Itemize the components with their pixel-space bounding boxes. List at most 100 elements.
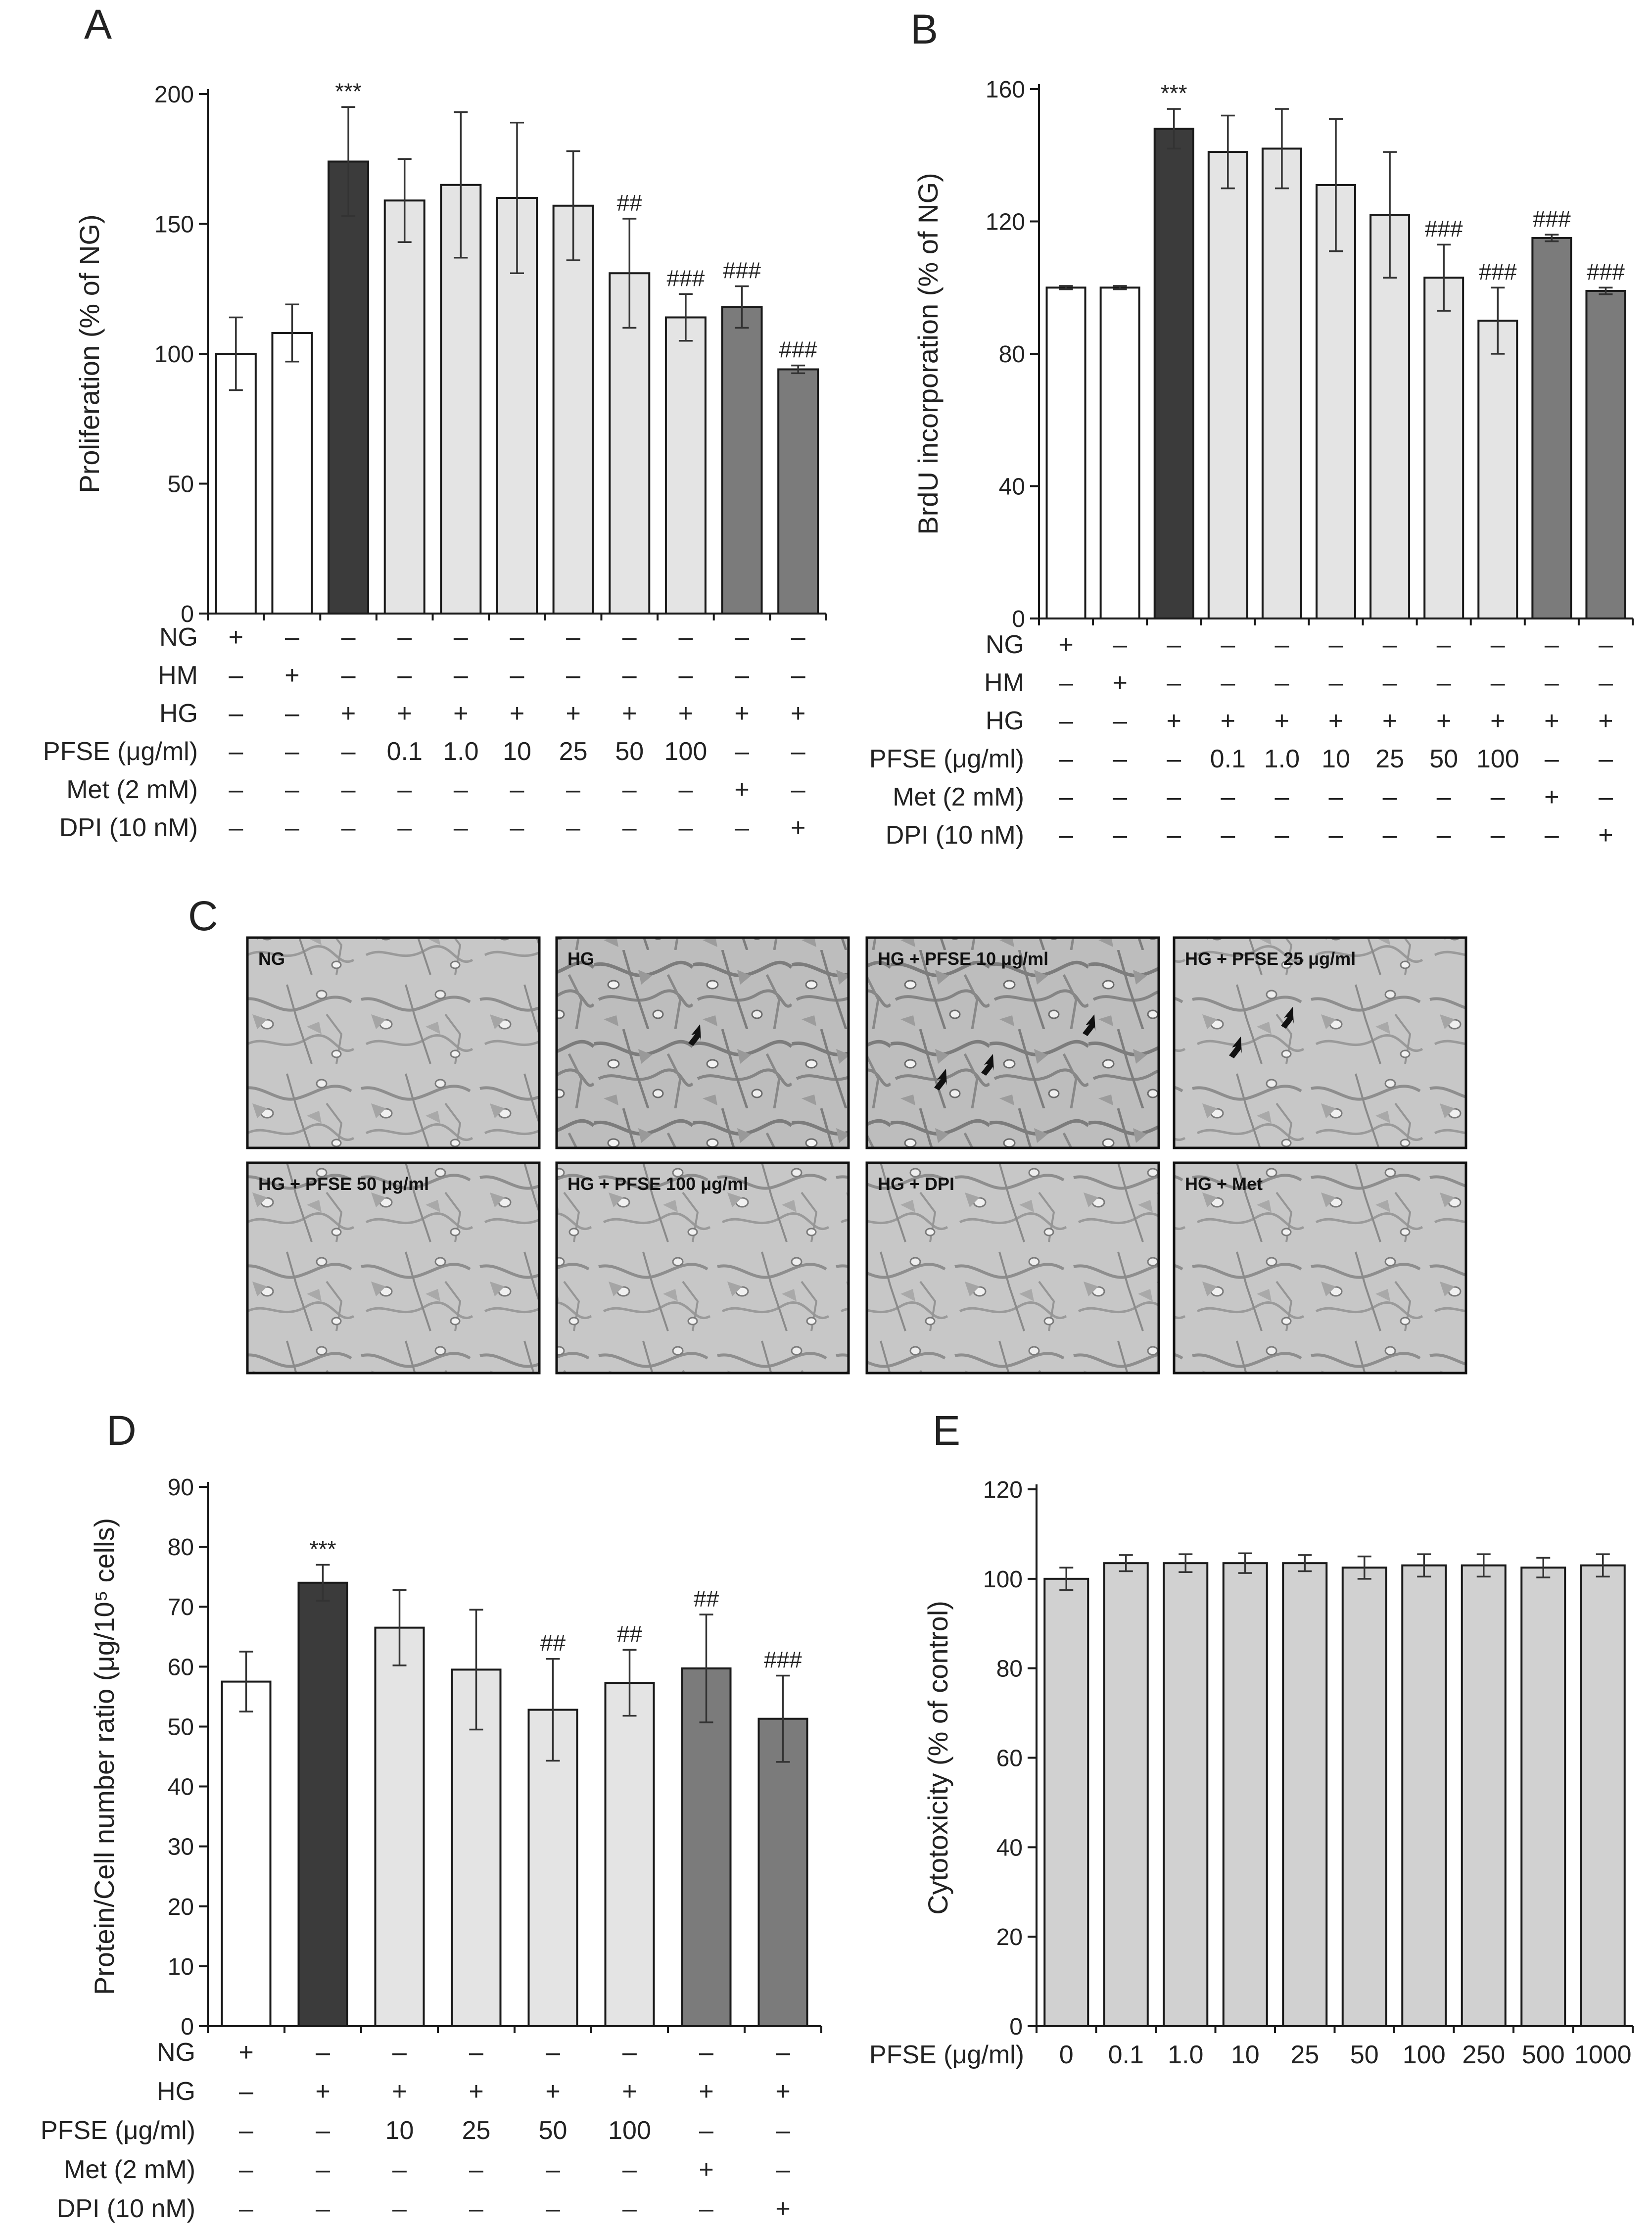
micrograph: HG + PFSE 50 μg/ml <box>246 1161 541 1375</box>
panel-a-condition-mark: + <box>510 699 524 728</box>
panel-d-y-tick-label: 30 <box>168 1834 194 1860</box>
arrow-icon <box>934 1069 947 1091</box>
panel-d-condition-mark: – <box>776 2038 790 2067</box>
panel-a-condition-label: Met (2 mM) <box>66 775 198 804</box>
panel-d-condition-mark: – <box>546 2155 560 2184</box>
panel-d-y-axis-title: Protein/Cell number ratio (μg/10⁵ cells) <box>89 1518 120 1995</box>
panel-a-condition-mark: – <box>285 813 299 842</box>
panel-d-condition-mark: – <box>776 2155 790 2184</box>
panel-a-condition-mark: – <box>735 661 749 690</box>
panel-b-condition-mark: – <box>1545 668 1559 697</box>
panel-d-condition-mark: – <box>392 2194 407 2223</box>
panel-e-condition-mark: 100 <box>1403 2041 1446 2069</box>
arrow-icon <box>1281 1007 1294 1029</box>
panel-a-significance-label: ### <box>723 258 761 284</box>
panel-a-condition-mark: – <box>454 813 468 842</box>
panel-a-condition-mark: + <box>791 699 805 728</box>
panel-b-condition-mark: + <box>1436 707 1451 735</box>
panel-a-condition-mark: – <box>285 775 299 804</box>
panel-d-condition-mark: + <box>699 2155 713 2184</box>
micrograph-grid: NG HG HG + PFSE 10 μg/ml HG + PFSE 25 μg/ml… <box>246 936 1467 1375</box>
panel-b-condition-mark: – <box>1059 821 1073 850</box>
panel-letter-d: D <box>106 1407 137 1454</box>
panel-d-condition-mark: + <box>622 2077 637 2106</box>
panel-b-condition-mark: + <box>1490 707 1505 735</box>
panel-b-condition-mark: – <box>1113 630 1127 659</box>
panel-a-condition-mark: – <box>229 813 243 842</box>
panel-d-condition-mark: – <box>546 2194 560 2223</box>
panel-b-condition-mark: 10 <box>1322 745 1350 773</box>
panel-b-condition-mark: – <box>1113 783 1127 811</box>
panel-b-bar <box>1585 289 1626 619</box>
panel-a-condition-mark: – <box>510 813 524 842</box>
panel-a-condition-mark: – <box>397 623 412 652</box>
panel-d-bar <box>604 1682 655 2028</box>
panel-d-condition-mark: – <box>316 2116 330 2145</box>
panel-a-condition-mark: – <box>341 661 356 690</box>
panel-d-y-tick-label: 90 <box>168 1474 194 1501</box>
panel-a-condition-mark: + <box>397 699 412 728</box>
panel-d-condition-label: Met (2 mM) <box>64 2155 195 2184</box>
panel-d-condition-mark: + <box>392 2077 407 2106</box>
panel-d-significance-label: *** <box>310 1536 336 1562</box>
panel-b-condition-mark: – <box>1599 630 1613 659</box>
panel-b-condition-mark: 100 <box>1476 745 1519 773</box>
panel-letter-c: C <box>188 893 218 939</box>
panel-e-y-tick-label: 80 <box>996 1656 1023 1682</box>
panel-e-bar <box>1341 1567 1387 2028</box>
micrograph: HG + DPI <box>865 1161 1160 1375</box>
panel-d-y-tick-label: 10 <box>168 1954 194 1980</box>
panel-a-condition-mark: – <box>341 813 356 842</box>
panel-b-condition-mark: – <box>1059 783 1073 811</box>
panel-a-condition-label: HG <box>159 699 198 728</box>
panel-letter-a: A <box>84 1 112 48</box>
panel-b-condition-mark: – <box>1167 745 1181 773</box>
panel-b-condition-mark: + <box>1598 707 1613 735</box>
panel-a-condition-mark: 1.0 <box>443 737 478 766</box>
panel-d-significance-label: ### <box>764 1647 802 1673</box>
panel-b-condition-label: DPI (10 nM) <box>886 821 1024 850</box>
panel-b-condition-mark: – <box>1113 745 1127 773</box>
panel-e-bar <box>1580 1564 1626 2027</box>
panel-b-y-tick-label: 40 <box>999 474 1025 500</box>
panel-a-significance-label: ### <box>779 337 817 363</box>
panel-d-condition-mark: + <box>545 2077 560 2106</box>
micrograph-image <box>1173 936 1467 1149</box>
micrograph: HG + PFSE 25 μg/ml <box>1173 936 1467 1149</box>
panel-e-condition-mark: 10 <box>1231 2041 1260 2069</box>
panel-e-condition-mark: 250 <box>1462 2041 1505 2069</box>
panel-d-condition-mark: + <box>315 2077 330 2106</box>
panel-b-condition-mark: – <box>1167 821 1181 850</box>
panel-b-condition-mark: – <box>1167 630 1181 659</box>
panel-a-condition-label: DPI (10 nM) <box>59 813 198 842</box>
micrograph-label: HG + Met <box>1185 1174 1263 1194</box>
panel-d-y-tick-label: 80 <box>168 1534 194 1561</box>
panel-a-condition-mark: + <box>734 699 749 728</box>
panel-b-condition-mark: – <box>1491 821 1505 850</box>
panel-a-condition-mark: – <box>678 775 693 804</box>
panel-b-condition-label: HM <box>984 668 1024 697</box>
panel-e-condition-mark: 25 <box>1290 2041 1319 2069</box>
panel-d-condition-mark: + <box>469 2077 483 2106</box>
panel-d-condition-mark: – <box>622 2194 637 2223</box>
panel-a-condition-mark: – <box>791 737 805 766</box>
panel-d-bar <box>221 1680 272 2027</box>
panel-d-significance-label: ## <box>617 1621 643 1647</box>
panel-e-y-axis-title: Cytotoxicity (% of control) <box>922 1601 953 1915</box>
panel-b-significance-label: ### <box>1425 216 1463 241</box>
panel-b-condition-mark: – <box>1113 707 1127 735</box>
panel-a-condition-mark: – <box>510 623 524 652</box>
panel-a-y-tick-label: 0 <box>181 601 194 627</box>
panel-a-condition-mark: – <box>454 661 468 690</box>
panel-b-bar <box>1477 320 1518 619</box>
panel-b-bar <box>1153 128 1194 619</box>
micrograph: HG + PFSE 100 μg/ml <box>555 1161 850 1375</box>
panel-a-condition-mark: – <box>229 699 243 728</box>
panel-a-condition-mark: – <box>397 813 412 842</box>
panel-a-condition-mark: – <box>622 813 637 842</box>
panel-b-y-axis-title: BrdU incorporation (% of NG) <box>912 173 944 534</box>
panel-b-condition-mark: – <box>1437 783 1451 811</box>
micrograph-label: HG + DPI <box>878 1174 954 1194</box>
panel-a-condition-mark: – <box>341 623 356 652</box>
